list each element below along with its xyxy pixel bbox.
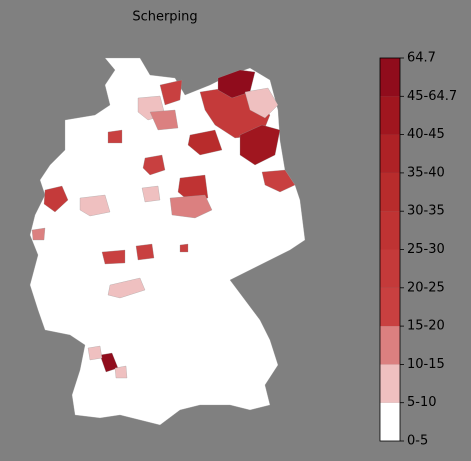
region	[79, 194, 111, 217]
colorbar-swatch	[380, 96, 400, 135]
region	[239, 124, 281, 166]
colorbar-label: 35-40	[407, 165, 445, 180]
region	[101, 249, 126, 265]
region	[187, 129, 223, 156]
region	[261, 169, 296, 193]
colorbar: 0-5 5-10 10-15 15-20 20-25 25-30 30-35 35-40 40-…	[379, 51, 457, 449]
colorbar-swatch	[380, 287, 400, 327]
colorbar-label: 64.7	[407, 51, 436, 66]
colorbar-swatch	[380, 249, 400, 288]
region	[114, 365, 128, 379]
colorbar-label: 15-20	[407, 319, 445, 334]
region	[107, 277, 146, 299]
region	[244, 87, 279, 119]
colorbar-label: 10-15	[407, 357, 445, 372]
region	[135, 243, 155, 261]
colorbar-swatch	[380, 172, 400, 212]
colorbar-label: 25-30	[407, 242, 445, 257]
germany-map	[29, 57, 306, 426]
region	[31, 227, 46, 241]
colorbar-swatch	[380, 211, 400, 250]
region	[141, 185, 161, 203]
colorbar-swatch	[380, 58, 400, 97]
region	[142, 154, 166, 176]
region	[43, 185, 69, 213]
colorbar-label: 5-10	[407, 395, 437, 410]
region	[107, 129, 123, 144]
colorbar-swatch	[380, 364, 400, 403]
region	[159, 79, 183, 106]
map-title: Scherping	[132, 10, 197, 25]
region	[169, 194, 213, 219]
region	[149, 109, 179, 131]
colorbar-label: 20-25	[407, 280, 445, 295]
region	[179, 243, 189, 253]
colorbar-label: 0-5	[407, 434, 428, 449]
region	[87, 345, 103, 361]
colorbar-swatch	[380, 326, 400, 365]
colorbar-label: 45-64.7	[407, 89, 457, 104]
colorbar-label: 30-35	[407, 204, 445, 219]
colorbar-swatch	[380, 134, 400, 173]
colorbar-swatch	[380, 402, 400, 441]
colorbar-label: 40-45	[407, 127, 445, 142]
